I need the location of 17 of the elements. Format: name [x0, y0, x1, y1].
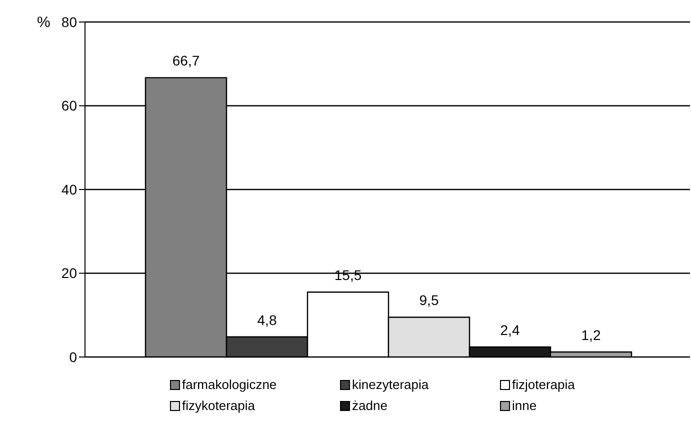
y-tick-label: 20	[61, 265, 78, 282]
legend-label: farmakologiczne	[182, 377, 277, 392]
legend-label: fizykoterapia	[182, 398, 255, 413]
y-axis-title: %	[37, 14, 50, 31]
legend-label: inne	[512, 398, 537, 413]
y-tick-label: 80	[61, 14, 78, 30]
y-tick-label: 60	[61, 98, 78, 114]
legend-label: żadne	[352, 398, 388, 413]
y-tick-label: 40	[61, 181, 78, 198]
data-label: 1,2	[581, 326, 601, 343]
data-label: 9,5	[419, 292, 439, 308]
data-label: 66,7	[172, 52, 200, 69]
data-label: 4,8	[257, 312, 277, 328]
legend-label: kinezyterapia	[352, 377, 429, 392]
data-label: 2,4	[500, 322, 520, 338]
y-tick-label: 0	[69, 348, 78, 365]
legend-label: fizjoterapia	[512, 377, 575, 392]
